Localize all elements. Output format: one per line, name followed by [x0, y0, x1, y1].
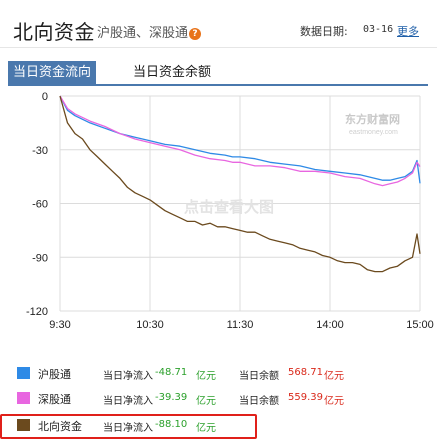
y-tick-label: -30 [32, 145, 48, 157]
legend-flow-label-sh: 当日净流入 [103, 371, 153, 382]
page-title: 北向资金 [13, 20, 95, 44]
tab-daily-flow[interactable]: 当日资金流向 [8, 61, 97, 85]
legend-balance-value-sz: 559.39 [288, 392, 323, 403]
legend-swatch-north [17, 419, 30, 431]
y-tick-label: 0 [42, 91, 48, 103]
legend-balance-unit-sh: 亿元 [324, 371, 344, 382]
tab-bar: 当日资金流向 当日资金余额 [0, 56, 437, 85]
subtitle: 沪股通、深股通? [97, 22, 202, 41]
legend-balance-value-sh: 568.71 [288, 367, 323, 378]
legend-name-sz: 深股通 [38, 393, 71, 406]
legend-balance-label-sh: 当日余额 [239, 371, 279, 382]
highlight-box [0, 414, 257, 439]
y-tick-label: -90 [32, 252, 48, 264]
legend-flow-value-sh: -48.71 [155, 367, 188, 378]
header-divider [0, 47, 437, 48]
watermark-site: eastmoney.com [349, 129, 398, 136]
legend-balance-unit-sz: 亿元 [324, 396, 344, 407]
watermark-brand: 东方财富网 [345, 112, 400, 126]
chart-grid [59, 95, 421, 312]
series-line-1 [59, 95, 421, 187]
legend-row-sh: 沪股通 当日净流入 -48.71 亿元 当日余额 568.71 亿元 [6, 363, 431, 383]
x-tick-label: 10:30 [136, 319, 164, 331]
x-tick-label: 9:30 [49, 319, 70, 331]
header: 北向资金 沪股通、深股通? 数据日期: 03-16 更多 [0, 0, 437, 44]
legend-swatch-sh [17, 367, 30, 379]
legend-flow-label-sz: 当日净流入 [103, 396, 153, 407]
watermark: 东方财富网 eastmoney.com 点击查看大图 [184, 112, 400, 216]
y-axis-ticks: 0 -30 -60 -90 -120 [26, 91, 48, 318]
legend-row-north: 北向资金 当日净流入 -88.10 亿元 [6, 415, 431, 435]
legend-flow-value-north: -88.10 [155, 419, 188, 430]
legend-flow-value-sz: -39.39 [155, 392, 188, 403]
watermark-center: 点击查看大图 [184, 198, 274, 216]
legend-name-north: 北向资金 [38, 420, 82, 433]
legend-flow-unit-north: 亿元 [196, 423, 216, 434]
date-value: 03-16 [363, 24, 394, 35]
y-tick-label: -120 [26, 306, 48, 318]
more-link[interactable]: 更多 [397, 25, 419, 38]
tab-daily-balance[interactable]: 当日资金余额 [133, 65, 212, 80]
x-tick-label: 11:30 [227, 319, 254, 331]
help-icon[interactable]: ? [189, 28, 202, 40]
x-tick-label: 15:00 [406, 319, 434, 331]
legend-flow-label-north: 当日净流入 [103, 423, 153, 434]
legend-flow-unit-sz: 亿元 [196, 396, 216, 407]
northbound-flow-chart[interactable]: 0-30-60-90-120 9:30 10:30 11:30 14:00 15:00 … [0, 86, 437, 348]
legend-balance-label-sz: 当日余额 [239, 396, 279, 407]
date-label: 数据日期: [300, 25, 348, 38]
tab-underline [8, 84, 428, 86]
subtitle-text: 沪股通、深股通 [97, 26, 189, 41]
x-axis-ticks: 9:30 10:30 11:30 14:00 15:00 [49, 319, 433, 331]
legend-name-sh: 沪股通 [38, 368, 71, 381]
legend-row-sz: 深股通 当日净流入 -39.39 亿元 当日余额 559.39 亿元 [6, 388, 431, 408]
x-tick-label: 14:00 [316, 319, 344, 331]
series-line-2 [59, 95, 421, 273]
y-tick-label: -60 [32, 199, 48, 211]
legend-swatch-sz [17, 392, 30, 404]
chart-series [59, 95, 421, 273]
legend-flow-unit-sh: 亿元 [196, 371, 216, 382]
